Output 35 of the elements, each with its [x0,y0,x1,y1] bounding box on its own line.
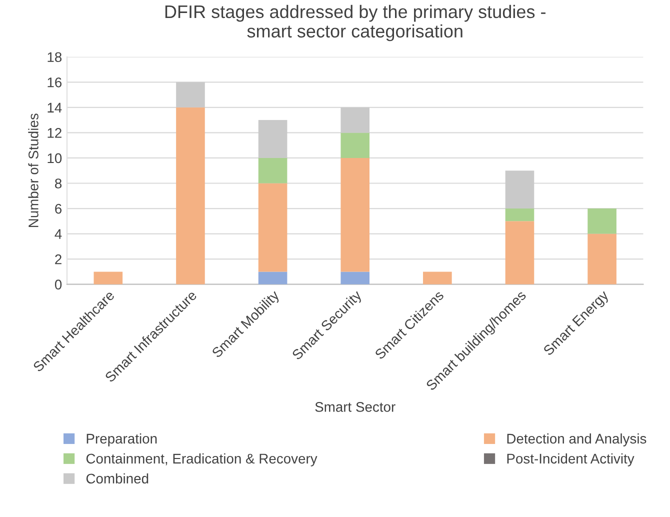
x-axis-title: Smart Sector [315,402,396,412]
bar [94,272,123,284]
y-tick-label: 14 [48,102,62,112]
y-tick-label: 16 [48,77,62,88]
bar [588,208,616,234]
legend-label: Combined [86,473,148,484]
y-tick-label: 0 [54,280,62,290]
legend-label: Post-Incident Activity [507,453,634,466]
y-tick-label: 18 [48,52,62,62]
y-axis-title: Number of Studies [28,114,38,227]
bar [423,272,452,284]
bar [176,107,205,284]
bar [340,158,370,272]
y-tick-label: 10 [48,153,62,164]
bar [505,170,534,209]
y-tick-label: 8 [55,178,62,188]
y-tick-label: 4 [54,229,62,239]
y-tick-label: 2 [55,254,62,264]
bar [258,120,288,158]
bar [258,183,288,272]
chart-title: DFIR stages addressed by the primary studies - smart sector categorisation [165,4,546,42]
bar [505,208,534,222]
bar [588,234,616,284]
bar [258,158,288,184]
bar [340,107,370,133]
legend-label: Containment, Eradication & Recovery [86,453,318,466]
bar [340,132,370,158]
legend-label: Detection and Analysis [507,433,646,446]
bar [505,221,534,284]
bar [258,272,288,284]
bar [340,272,370,284]
bar [176,82,205,108]
y-tick-label: 6 [55,204,62,214]
legend-label: Preparation [86,433,157,446]
y-tick-label: 12 [48,128,62,138]
